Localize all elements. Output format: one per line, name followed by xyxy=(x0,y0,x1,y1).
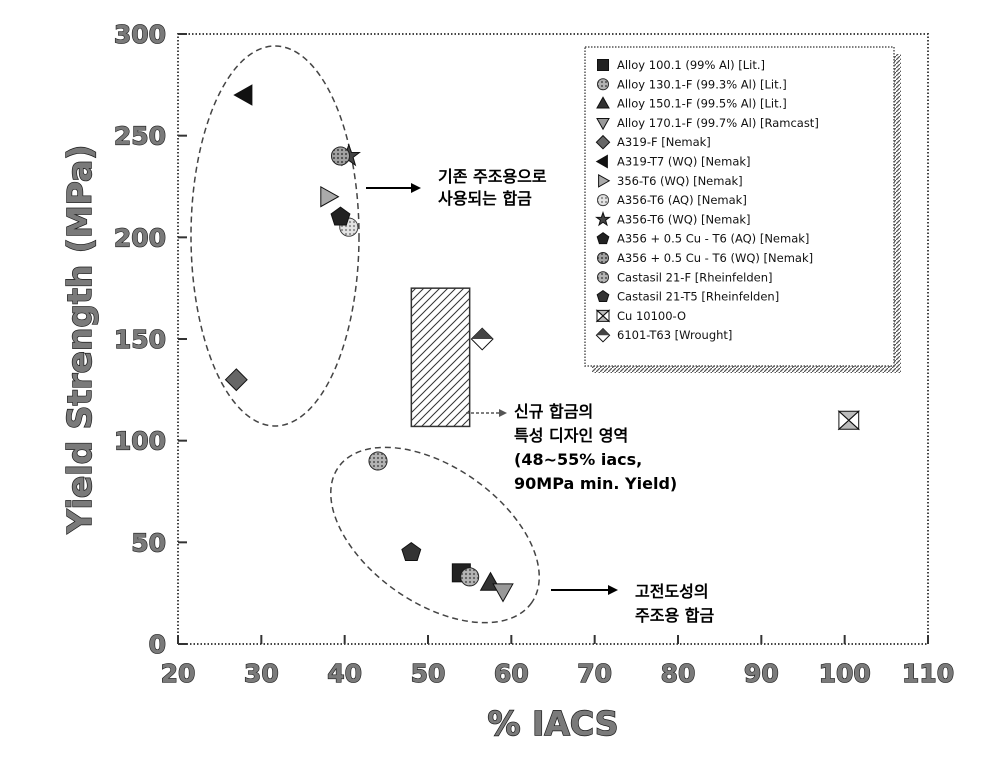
data-point xyxy=(837,410,860,431)
legend-label: 356-T6 (WQ) [Nemak] xyxy=(617,174,743,188)
design-region-hatched-box xyxy=(410,287,471,428)
legend-entry: Alloy 100.1 (99% Al) [Lit.] xyxy=(597,58,765,72)
data-point xyxy=(331,146,350,166)
legend-entry: A319-F [Nemak] xyxy=(595,134,711,150)
legend-entry: 6101-T63 [Wrought] xyxy=(595,327,732,343)
existing-alloys-ellipse xyxy=(190,45,360,427)
legend-entry: Cu 10100-O xyxy=(595,309,686,323)
annotation-existing-line-2: 사용되는 합금 xyxy=(438,189,532,208)
arrow-design-head xyxy=(499,409,507,417)
data-points xyxy=(224,84,860,603)
legend-label: Alloy 130.1-F (99.3% Al) [Lit.] xyxy=(617,77,787,91)
legend-entry: A356-T6 (WQ) [Nemak] xyxy=(595,210,751,226)
legend-entry: A356 + 0.5 Cu - T6 (AQ) [Nemak] xyxy=(596,232,809,246)
arrow-existing-head xyxy=(411,183,421,193)
annotation-high-cond-line-2: 주조용 합금 xyxy=(635,606,714,625)
legend-label: 6101-T63 [Wrought] xyxy=(617,328,732,342)
y-axis-title: Yield Strength (MPa) xyxy=(60,145,99,535)
legend-entry: Alloy 170.1-F (99.7% Al) [Ramcast] xyxy=(596,116,819,131)
legend-entry: A356 + 0.5 Cu - T6 (WQ) [Nemak] xyxy=(597,251,813,265)
y-tick-label: 150 xyxy=(114,325,166,354)
arrow-high-cond-head xyxy=(608,585,618,595)
annotation-design-line-1: 신규 합금의 xyxy=(514,402,593,421)
x-tick-label: 20 xyxy=(161,659,196,688)
legend-label: A356-T6 (WQ) [Nemak] xyxy=(617,212,751,226)
annotation-design-line-2: 특성 디자인 영역 xyxy=(514,426,628,445)
y-tick-label: 300 xyxy=(114,20,166,49)
legend-label: Castasil 21-T5 [Rheinfelden] xyxy=(617,290,779,304)
y-tick-label: 100 xyxy=(114,427,166,456)
legend-label: Castasil 21-F [Rheinfelden] xyxy=(617,270,773,284)
legend-entry: A319-T7 (WQ) [Nemak] xyxy=(595,155,751,169)
x-tick-label: 70 xyxy=(577,659,612,688)
annotation-design-line-3: (48~55% iacs, xyxy=(514,450,642,469)
data-point xyxy=(330,206,351,226)
x-tick-label: 50 xyxy=(411,659,446,688)
y-tick-label: 0 xyxy=(149,630,166,659)
legend-entry: Castasil 21-T5 [Rheinfelden] xyxy=(596,290,779,304)
legend: Alloy 100.1 (99% Al) [Lit.] Alloy 130.1-F… xyxy=(584,46,901,373)
x-axis-ticks: 20 30 40 50 60 70 80 90 100 110 xyxy=(160,635,955,689)
legend-label: Alloy 100.1 (99% Al) [Lit.] xyxy=(617,58,765,72)
legend-label: Alloy 150.1-F (99.5% Al) [Lit.] xyxy=(617,97,787,111)
data-point xyxy=(320,185,340,208)
legend-entry: 356-T6 (WQ) [Nemak] xyxy=(598,174,743,188)
y-tick-label: 200 xyxy=(114,223,166,252)
data-point xyxy=(224,368,248,392)
y-tick-label: 250 xyxy=(114,122,166,151)
high-conductivity-ellipse xyxy=(330,446,540,624)
legend-label: A356 + 0.5 Cu - T6 (AQ) [Nemak] xyxy=(617,232,809,246)
legend-label: A319-T7 (WQ) [Nemak] xyxy=(617,155,751,169)
x-tick-label: 30 xyxy=(244,659,279,688)
legend-entry: Alloy 150.1-F (99.5% Al) [Lit.] xyxy=(596,96,787,111)
x-tick-label: 110 xyxy=(902,659,954,688)
x-tick-label: 80 xyxy=(661,659,696,688)
annotation-existing-line-1: 기존 주조용으로 xyxy=(438,167,547,186)
data-point xyxy=(233,84,253,106)
data-point xyxy=(492,583,514,603)
annotations: 기존 주조용으로 사용되는 합금 신규 합금의 특성 디자인 영역 (48~55… xyxy=(438,167,714,625)
group-ellipses xyxy=(190,45,540,624)
legend-label: A356-T6 (AQ) [Nemak] xyxy=(617,193,747,207)
legend-entry: A356-T6 (AQ) [Nemak] xyxy=(597,193,747,207)
legend-entry: Alloy 130.1-F (99.3% Al) [Lit.] xyxy=(597,77,787,91)
x-axis-title: % IACS xyxy=(488,704,619,743)
x-tick-label: 100 xyxy=(819,659,871,688)
legend-label: Cu 10100-O xyxy=(617,309,686,323)
annotation-arrows xyxy=(366,183,618,595)
legend-label: Alloy 170.1-F (99.7% Al) [Ramcast] xyxy=(617,116,819,130)
data-point xyxy=(460,567,480,587)
annotation-design-line-4: 90MPa min. Yield) xyxy=(514,474,677,493)
data-point xyxy=(470,327,494,351)
x-tick-label: 40 xyxy=(327,659,362,688)
x-tick-label: 90 xyxy=(744,659,779,688)
data-point xyxy=(401,541,422,561)
legend-label: A356 + 0.5 Cu - T6 (WQ) [Nemak] xyxy=(617,251,813,265)
data-point xyxy=(368,451,388,471)
x-tick-label: 60 xyxy=(494,659,529,688)
y-tick-label: 50 xyxy=(131,528,166,557)
legend-entry: Castasil 21-F [Rheinfelden] xyxy=(597,270,773,284)
legend-box xyxy=(584,46,895,367)
legend-label: A319-F [Nemak] xyxy=(617,135,711,149)
annotation-high-cond-line-1: 고전도성의 xyxy=(635,582,709,601)
y-axis-ticks: 0 50 100 150 200 250 300 xyxy=(113,19,187,660)
